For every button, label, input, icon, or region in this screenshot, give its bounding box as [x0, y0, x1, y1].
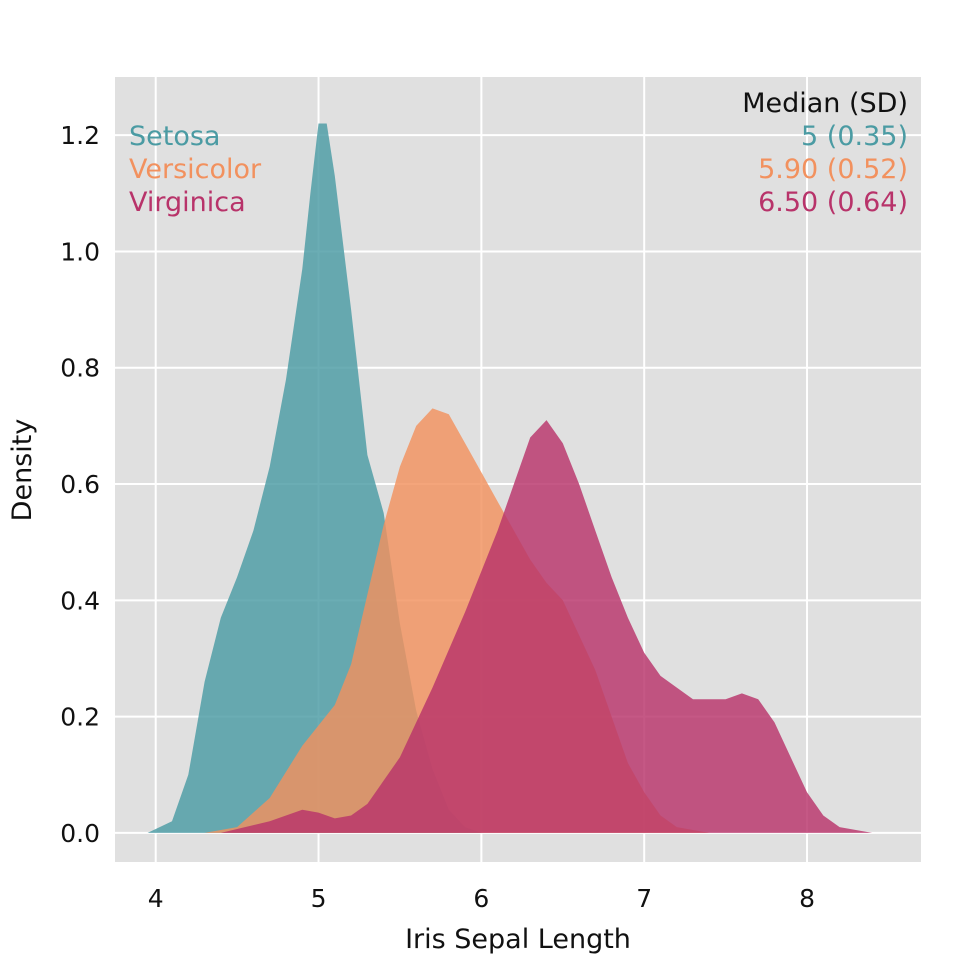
x-tick-label: 8	[799, 884, 815, 913]
legend-summary-setosa: 5 (0.35)	[801, 121, 908, 152]
y-tick-label: 0.8	[60, 354, 100, 383]
x-axis-ticks: 4 5 6 7 8	[148, 884, 815, 913]
y-axis-ticks: 0.0 0.2 0.4 0.6 0.8 1.0 1.2	[60, 121, 100, 848]
y-tick-label: 0.2	[60, 703, 100, 732]
density-areas	[147, 123, 889, 833]
legend-summary-virginica: 6.50 (0.64)	[758, 187, 908, 218]
legend-name-versicolor: Versicolor	[129, 154, 262, 185]
legend-name-setosa: Setosa	[129, 121, 220, 152]
x-tick-label: 5	[311, 884, 327, 913]
x-tick-label: 7	[636, 884, 652, 913]
y-tick-label: 0.6	[60, 470, 100, 499]
y-axis-title: Density	[7, 419, 38, 522]
y-tick-label: 1.0	[60, 237, 100, 266]
legend-name-virginica: Virginica	[129, 187, 246, 218]
legend-header: Median (SD)	[742, 88, 908, 119]
y-tick-label: 0.0	[60, 819, 100, 848]
x-axis-title: Iris Sepal Length	[405, 924, 631, 955]
density-area-virginica	[220, 420, 889, 833]
legend-summary-stats: Median (SD) 5 (0.35)5.90 (0.52)6.50 (0.6…	[742, 88, 908, 218]
legend-summary-versicolor: 5.90 (0.52)	[758, 154, 908, 185]
x-tick-label: 4	[148, 884, 164, 913]
x-tick-label: 6	[473, 884, 489, 913]
y-tick-label: 1.2	[60, 121, 100, 150]
y-tick-label: 0.4	[60, 586, 100, 615]
